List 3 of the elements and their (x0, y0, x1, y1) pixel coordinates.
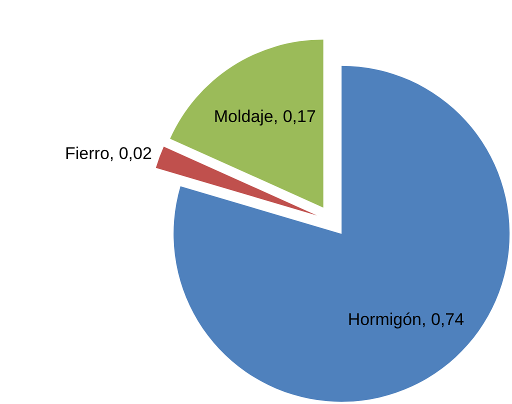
slice-label: Hormigón, 0,74 (348, 308, 464, 331)
slice-label: Fierro, 0,02 (65, 143, 152, 166)
slice-label: Moldaje, 0,17 (214, 106, 316, 128)
